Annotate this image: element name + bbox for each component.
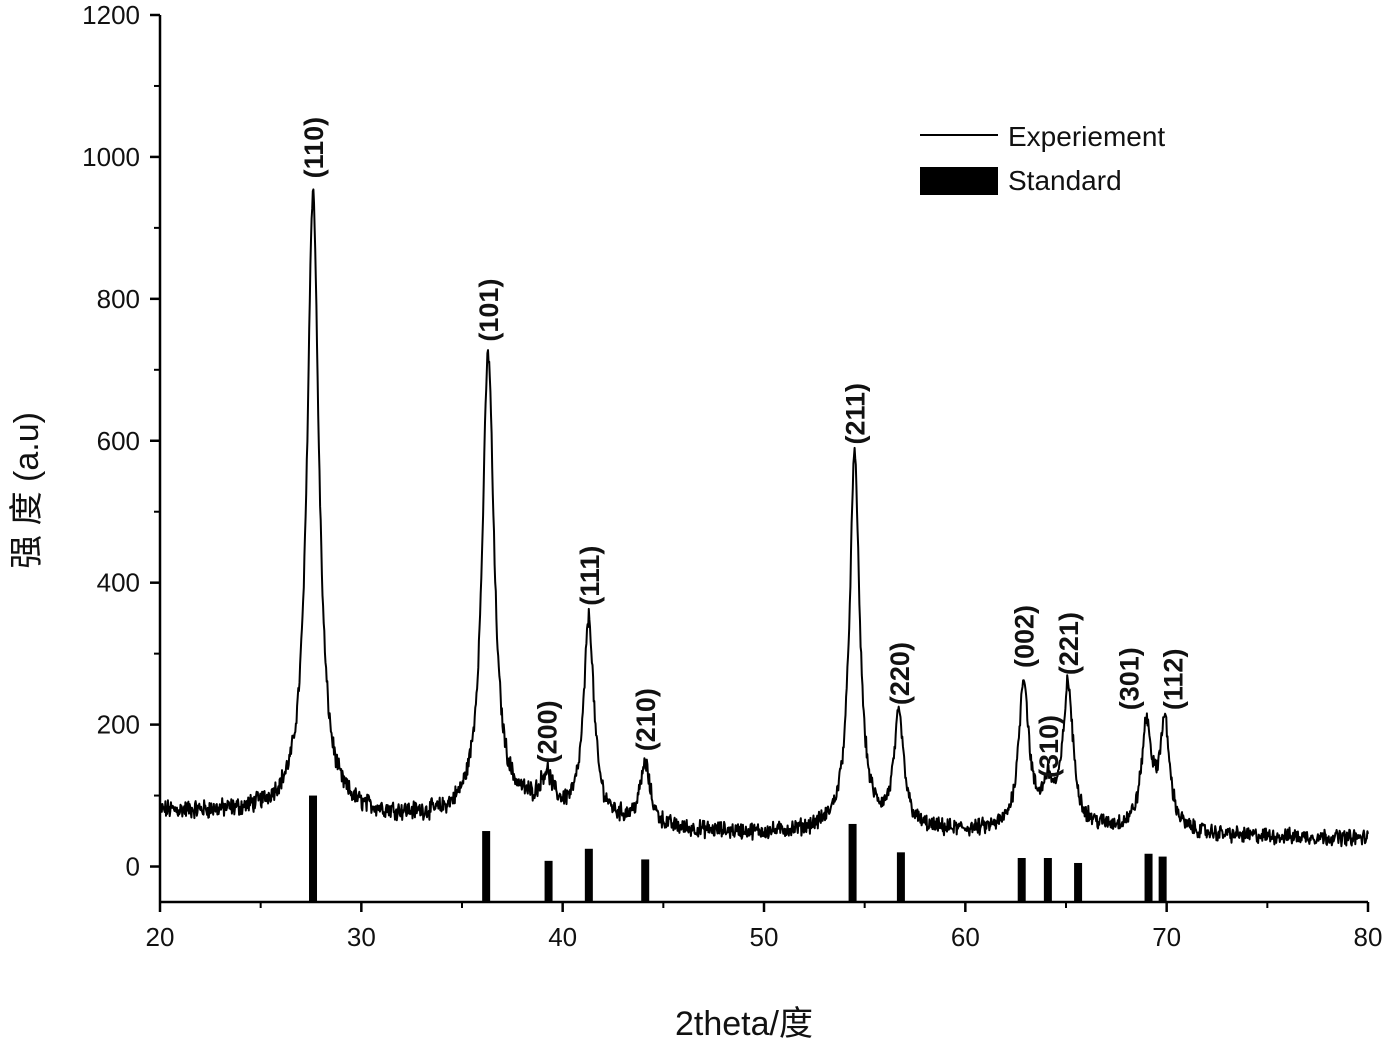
y-tick-label: 1000 [82,142,140,172]
y-tick-label: 200 [97,710,140,740]
x-axis-ticks: 20 30 40 50 60 70 80 [146,902,1383,952]
peak-label: (210) [631,688,661,751]
x-tick-label: 80 [1354,922,1383,952]
peak-label: (200) [533,700,563,763]
x-tick-label: 20 [146,922,175,952]
x-tick-label: 40 [548,922,577,952]
standard-bar [544,860,553,902]
y-tick-label: 1200 [82,0,140,30]
y-tick-label: 400 [97,568,140,598]
peak-label: (101) [474,279,504,342]
standard-bar [482,831,491,902]
x-axis-title: 2theta/度 [675,1005,813,1042]
legend-label-standard: Standard [1008,165,1122,196]
experiment-series [159,188,1369,848]
standard-series [309,795,1167,902]
standard-bar [1144,853,1153,902]
standard-bar [896,852,905,902]
standard-bar [584,848,593,902]
peak-label: (301) [1115,647,1145,710]
peak-label: (002) [1010,605,1040,668]
y-axis-title: 强 度 (a.u) [8,412,46,569]
peak-label: (221) [1054,612,1084,675]
peak-label: (112) [1159,649,1189,711]
standard-bar [641,859,650,902]
standard-bar [1043,858,1052,902]
standard-bar [848,823,857,902]
peak-label: (111) [575,546,605,606]
peak-labels: (110) (101) (200) (111) (210) (211) (220) (002)… [299,117,1189,778]
peak-label: (211) [841,383,871,445]
legend-label-experiment: Experiement [1008,121,1165,152]
peak-label: (310) [1034,715,1064,778]
legend: Experiement Standard [920,121,1165,196]
standard-bar [1074,862,1083,902]
x-tick-label: 50 [750,922,779,952]
standard-bar [309,795,318,902]
y-tick-label: 0 [126,852,140,882]
peak-label: (220) [885,642,915,705]
x-tick-label: 30 [347,922,376,952]
y-axis-ticks: 0 200 400 600 800 1000 1200 [82,0,160,882]
x-tick-label: 60 [951,922,980,952]
legend-bar-swatch [920,167,998,195]
y-tick-label: 800 [97,284,140,314]
y-tick-label: 600 [97,426,140,456]
peak-label: (110) [299,117,329,179]
standard-bar [1017,858,1026,902]
experiment-line [159,188,1369,848]
x-tick-label: 70 [1152,922,1181,952]
standard-bar [1158,856,1167,902]
